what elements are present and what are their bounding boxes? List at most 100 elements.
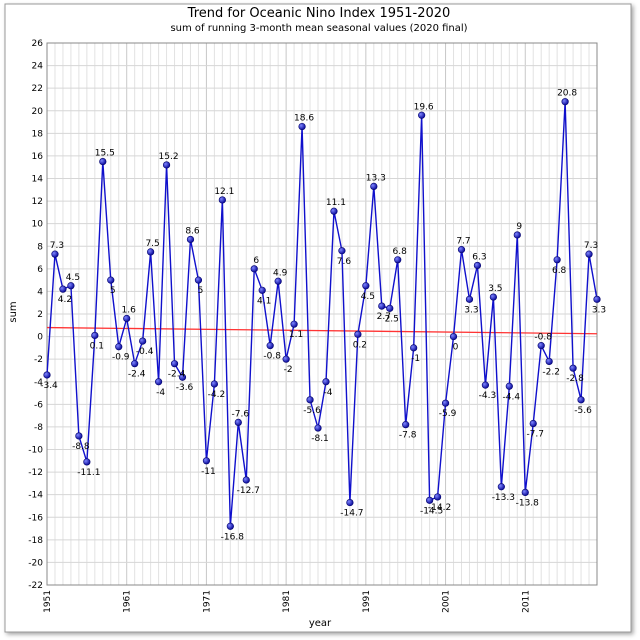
data-point (489, 293, 497, 301)
data-point (433, 493, 442, 501)
data-label: 18.6 (294, 114, 314, 124)
data-label: -14.5 (420, 506, 443, 516)
data-label: 6.3 (472, 252, 486, 262)
y-tick-label: 8 (37, 242, 43, 252)
y-tick-label: 10 (32, 220, 44, 230)
data-label: 2.5 (385, 314, 399, 324)
data-label: -7.8 (399, 431, 417, 441)
data-point (298, 122, 306, 131)
y-tick-label: -12 (28, 468, 43, 478)
data-point (59, 285, 67, 293)
data-point (67, 282, 75, 290)
x-axis-ticks: 1951 1961 1971 1981 1991 2001 2011 (43, 590, 531, 613)
data-point (593, 295, 601, 303)
data-point (186, 235, 195, 244)
data-label: -12.7 (237, 486, 260, 496)
x-tick-label: 1981 (282, 590, 292, 613)
chart-subtitle: sum of running 3-month mean seasonal val… (170, 23, 467, 34)
plot-area (46, 42, 598, 586)
data-point (131, 360, 139, 368)
data-point (43, 371, 51, 379)
y-tick-label: 12 (32, 197, 43, 207)
grid (46, 42, 598, 586)
data-point (338, 247, 346, 255)
data-point (481, 381, 490, 389)
data-point (147, 248, 155, 256)
data-label: 4.2 (58, 295, 72, 305)
data-point (194, 276, 203, 284)
data-point (426, 496, 434, 504)
data-label: 4.9 (273, 268, 288, 278)
x-tick-label: 1961 (123, 590, 133, 613)
data-label: -4.2 (208, 390, 226, 400)
data-label: -7.7 (526, 430, 544, 440)
data-point (266, 342, 274, 350)
y-tick-label: 14 (32, 175, 44, 185)
data-label: -0.4 (136, 347, 154, 357)
data-point (170, 360, 179, 368)
x-tick-label: 1971 (202, 590, 212, 613)
data-point (410, 344, 418, 352)
data-point (322, 378, 330, 386)
data-point (250, 265, 258, 273)
data-label: -4.4 (503, 392, 521, 402)
data-label: -2 (284, 365, 293, 375)
data-point (354, 330, 362, 338)
y-tick-label: 26 (32, 39, 44, 49)
data-point (378, 302, 386, 310)
data-point (569, 364, 577, 372)
data-label: 0 (453, 343, 459, 353)
data-label: 1.1 (289, 330, 303, 340)
data-label: -2.2 (542, 367, 560, 377)
data-point (386, 304, 394, 312)
data-label: -3.4 (40, 381, 58, 391)
y-axis-label: sum (8, 301, 19, 322)
y-tick-label: -16 (28, 513, 43, 523)
data-point (370, 182, 378, 191)
data-label: 4.5 (361, 292, 375, 302)
y-tick-label: -22 (28, 581, 43, 591)
data-label: 1.6 (122, 306, 137, 316)
data-label: -5.6 (574, 406, 592, 416)
data-label: 7.7 (456, 237, 470, 247)
y-tick-label: -6 (34, 400, 43, 410)
data-label: 9 (516, 222, 522, 232)
data-label: -2.4 (128, 370, 146, 380)
y-tick-label: -2 (34, 355, 43, 365)
y-tick-label: 22 (32, 84, 43, 94)
y-tick-label: 4 (37, 287, 43, 297)
data-label: 12.1 (214, 187, 234, 197)
data-point (330, 207, 338, 215)
data-label: -16.8 (221, 532, 245, 542)
data-point (394, 256, 402, 264)
data-point (107, 276, 115, 284)
data-point (234, 418, 242, 427)
y-tick-label: 0 (37, 333, 43, 343)
data-point (346, 498, 354, 507)
y-tick-label: 20 (32, 107, 44, 117)
data-label: 13.3 (366, 173, 386, 183)
data-point (306, 396, 314, 404)
data-point (505, 382, 513, 390)
y-tick-label: 2 (37, 310, 43, 320)
data-label: 7.5 (145, 239, 159, 249)
y-tick-label: 18 (32, 129, 44, 139)
y-tick-label: -10 (28, 446, 43, 456)
x-tick-label: 1991 (362, 590, 372, 613)
y-tick-label: -14 (28, 491, 43, 501)
data-label: 3.5 (488, 284, 502, 294)
data-point (290, 320, 298, 328)
data-point (242, 476, 250, 484)
data-point (418, 111, 426, 119)
data-label: -0.8 (263, 352, 281, 362)
y-tick-label: -18 (28, 536, 43, 546)
x-tick-label: 2001 (442, 590, 452, 613)
data-label: -13.3 (492, 493, 515, 503)
data-label: 19.6 (414, 102, 434, 112)
data-label: -7.6 (232, 409, 250, 419)
data-point (258, 286, 266, 294)
data-point (123, 314, 131, 323)
data-point (585, 250, 593, 258)
data-point (162, 161, 171, 169)
